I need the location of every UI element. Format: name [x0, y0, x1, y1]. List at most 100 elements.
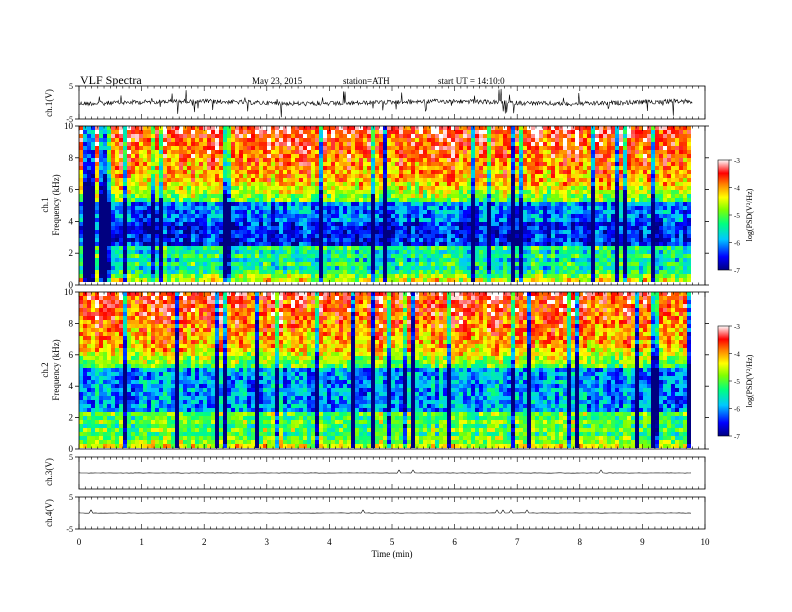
spectrogram-cell — [607, 206, 611, 210]
spectrogram-cell — [127, 230, 131, 234]
spectrogram-cell — [211, 238, 215, 242]
spectrogram-cell — [279, 130, 283, 134]
spectrogram-cell — [163, 226, 167, 230]
spectrogram-cell — [179, 214, 183, 218]
spectrogram-cell — [407, 150, 411, 154]
spectrogram-cell — [631, 150, 635, 154]
spectrogram-cell — [443, 166, 447, 170]
spectrogram-cell — [487, 202, 491, 206]
spectrogram-cell — [207, 190, 211, 194]
spectrogram-cell — [279, 150, 283, 154]
spectrogram-cell — [571, 154, 575, 158]
spectrogram-cell — [283, 182, 287, 186]
spectrogram-cell — [539, 158, 543, 162]
spectrogram-cell — [571, 202, 575, 206]
spectrogram-cell — [459, 246, 463, 250]
spectrogram-cell — [671, 154, 675, 158]
spectrogram-cell — [475, 210, 479, 214]
spectrogram-cell — [455, 174, 459, 178]
spectrogram-cell — [203, 246, 207, 250]
spectrogram-cell — [203, 186, 207, 190]
spectrogram-cell — [671, 234, 675, 238]
spectrogram-cell — [87, 150, 91, 154]
spectrogram-cell — [483, 202, 487, 206]
spectrogram-cell — [647, 138, 651, 142]
spectrogram-cell — [187, 186, 191, 190]
spectrogram-cell — [339, 126, 343, 130]
spectrogram-cell — [243, 182, 247, 186]
spectrogram-cell — [499, 214, 503, 218]
spectrogram-cell — [147, 146, 151, 150]
spectrogram-cell — [611, 210, 615, 214]
spectrogram-cell — [215, 202, 219, 206]
spectrogram-cell — [491, 138, 495, 142]
spectrogram-cell — [263, 138, 267, 142]
spectrogram-cell — [367, 226, 371, 230]
spectrogram-cell — [363, 234, 367, 238]
spectrogram-cell — [395, 230, 399, 234]
spectrogram-cell — [351, 242, 355, 246]
spectrogram-cell — [599, 158, 603, 162]
spectrogram-cell — [327, 250, 331, 254]
spectrogram-cell — [407, 178, 411, 182]
spectrogram-cell — [323, 214, 327, 218]
spectrogram-cell — [175, 202, 179, 206]
spectrogram-cell — [335, 206, 339, 210]
spectrogram-cell — [607, 210, 611, 214]
spectrogram-cell — [127, 134, 131, 138]
spectrogram-cell — [207, 218, 211, 222]
spectrogram-cell — [303, 194, 307, 198]
spectrogram-cell — [451, 138, 455, 142]
spectrogram-cell — [399, 182, 403, 186]
spectrogram-cell — [591, 142, 595, 146]
spectrogram-cell — [591, 234, 595, 238]
spectrogram-cell — [651, 134, 655, 138]
spectrogram-cell — [295, 230, 299, 234]
spectrogram-cell — [515, 242, 519, 246]
spectrogram-cell — [255, 150, 259, 154]
spectrogram-cell — [195, 162, 199, 166]
spectrogram-cell — [599, 138, 603, 142]
spectrogram-cell — [563, 222, 567, 226]
spectrogram-cell — [511, 238, 515, 242]
spectrogram-cell — [375, 162, 379, 166]
spectrogram-cell — [135, 182, 139, 186]
spectrogram-cell — [231, 134, 235, 138]
spectrogram-cell — [467, 202, 471, 206]
spectrogram-cell — [283, 130, 287, 134]
spectrogram-cell — [483, 146, 487, 150]
spectrogram-cell — [203, 226, 207, 230]
spectrogram-cell — [159, 214, 163, 218]
spectrogram-cell — [91, 198, 95, 202]
spectrogram-cell — [611, 202, 615, 206]
spectrogram-cell — [531, 218, 535, 222]
spectrogram-cell — [151, 130, 155, 134]
spectrogram-cell — [227, 246, 231, 250]
spectrogram-cell — [639, 134, 643, 138]
spectrogram-cell — [427, 170, 431, 174]
spectrogram-cell — [271, 142, 275, 146]
spectrogram-cell — [659, 214, 663, 218]
spectrogram-cell — [451, 174, 455, 178]
spectrogram-cell — [267, 234, 271, 238]
spectrogram-cell — [143, 162, 147, 166]
spectrogram-cell — [251, 214, 255, 218]
spectrogram-cell — [251, 238, 255, 242]
spectrogram-cell — [455, 158, 459, 162]
spectrogram-cell — [147, 166, 151, 170]
spectrogram-cell — [487, 138, 491, 142]
spectrogram-cell — [267, 166, 271, 170]
spectrogram-cell — [103, 210, 107, 214]
spectrogram-cell — [239, 138, 243, 142]
spectrogram-cell — [451, 222, 455, 226]
spectrogram-cell — [411, 242, 415, 246]
spectrogram-cell — [671, 206, 675, 210]
spectrogram-cell — [367, 158, 371, 162]
spectrogram-cell — [123, 194, 127, 198]
spectrogram-cell — [151, 134, 155, 138]
spectrogram-cell — [323, 210, 327, 214]
spectrogram-cell — [135, 210, 139, 214]
spectrogram-cell — [515, 130, 519, 134]
spectrogram-cell — [91, 214, 95, 218]
spectrogram-cell — [239, 154, 243, 158]
